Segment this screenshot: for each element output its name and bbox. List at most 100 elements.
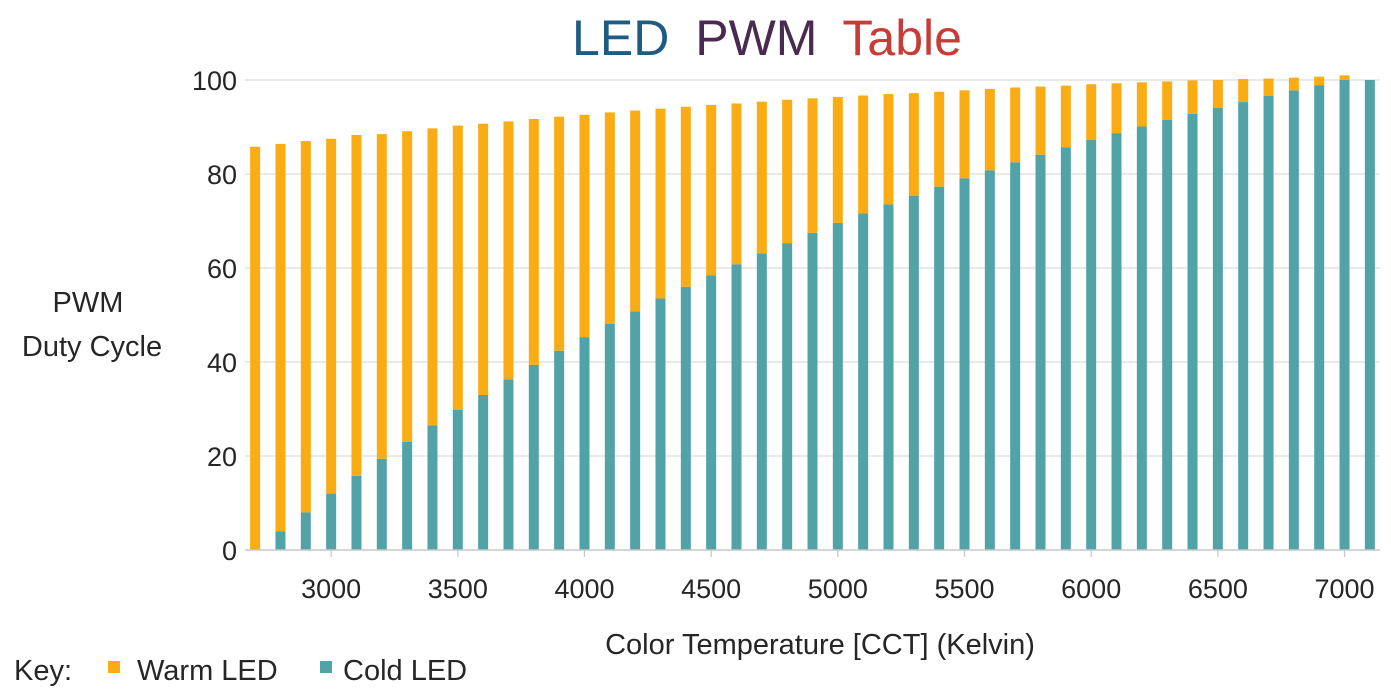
bar-cold-led <box>1060 147 1071 550</box>
bar-warm-led <box>1111 83 1122 134</box>
bar-stack <box>984 88 995 551</box>
bar-warm-led <box>300 141 311 513</box>
bar-stack <box>1288 77 1299 550</box>
bar-warm-led <box>1162 81 1173 120</box>
y-axis-label-line-1: PWM <box>53 287 124 319</box>
bar-stack <box>1238 79 1249 550</box>
bar-cold-led <box>1187 113 1198 550</box>
bar-stack <box>832 96 843 550</box>
x-tick-label: 4500 <box>681 574 741 604</box>
bar-warm-led <box>528 119 539 365</box>
bar-stack <box>858 95 869 551</box>
chart-title-part-3: Table <box>842 10 962 66</box>
bar-warm-led <box>1010 87 1021 163</box>
bar-warm-led <box>959 90 970 179</box>
bar-warm-led <box>934 91 945 187</box>
bar-cold-led <box>1238 102 1249 550</box>
bar-cold-led <box>1288 90 1299 550</box>
bar-stack <box>1314 76 1325 551</box>
bar-stack <box>326 138 337 550</box>
bar-warm-led <box>908 93 919 196</box>
bar-warm-led <box>275 143 286 532</box>
bar-stack <box>275 143 286 550</box>
bar-cold-led <box>528 364 539 550</box>
bar-cold-led <box>1263 95 1274 550</box>
bar-stack <box>427 128 438 550</box>
bar-warm-led <box>1035 86 1046 155</box>
bar-stack <box>402 131 413 550</box>
bar-cold-led <box>807 232 818 550</box>
bar-warm-led <box>1136 82 1147 127</box>
bar-stack <box>1339 75 1350 550</box>
bar-warm-led <box>427 128 438 426</box>
bar-warm-led <box>503 121 514 380</box>
y-tick-label: 100 <box>192 66 237 96</box>
bar-cold-led <box>908 195 919 550</box>
bar-cold-led <box>554 350 565 550</box>
x-tick-label: 3500 <box>428 574 488 604</box>
x-tick-label: 6000 <box>1061 574 1121 604</box>
bar-warm-led <box>402 131 413 442</box>
bar-stack <box>959 90 970 551</box>
bar-warm-led <box>706 104 717 276</box>
bar-cold-led <box>1136 126 1147 550</box>
bar-cold-led <box>376 458 387 550</box>
bar-cold-led <box>680 286 691 550</box>
bar-warm-led <box>1212 80 1223 108</box>
y-tick-labels: 0 20 40 60 80 100 <box>192 66 237 566</box>
bar-stack <box>1035 86 1046 551</box>
bar-cold-led <box>756 253 767 550</box>
bar-stack <box>1086 84 1097 550</box>
bar-cold-led <box>402 441 413 550</box>
bar-cold-led <box>579 337 590 550</box>
bar-cold-led <box>478 394 489 550</box>
bar-warm-led <box>1339 75 1350 80</box>
bar-warm-led <box>630 110 641 312</box>
bar-warm-led <box>1060 85 1071 148</box>
bar-cold-led <box>1111 133 1122 551</box>
bar-cold-led <box>452 409 463 550</box>
bar-cold-led <box>883 204 894 551</box>
bar-warm-led <box>351 134 362 476</box>
bar-warm-led <box>1238 79 1249 103</box>
y-tick-label: 40 <box>207 348 237 378</box>
bar-stack <box>1263 78 1274 550</box>
bar-cold-led <box>782 243 793 550</box>
bar-cold-led <box>1162 119 1173 550</box>
y-tick-label: 0 <box>222 536 237 566</box>
bar-stack <box>1111 83 1122 551</box>
bar-stacks <box>250 75 1375 551</box>
bar-cold-led <box>351 475 362 550</box>
bar-cold-led <box>275 531 286 550</box>
bar-warm-led <box>756 101 767 254</box>
chart-title-part-1: LED <box>572 10 669 66</box>
bar-stack <box>655 108 666 550</box>
legend-label-cold: Cold LED <box>343 655 467 687</box>
bar-warm-led <box>1086 84 1097 140</box>
bar-warm-led <box>807 98 818 233</box>
bar-stack <box>300 141 311 550</box>
bar-stack <box>478 123 489 550</box>
bar-cold-led <box>1035 154 1046 551</box>
bar-warm-led <box>1187 80 1198 114</box>
bar-cold-led <box>959 178 970 551</box>
x-tick-label: 4000 <box>554 574 614 604</box>
legend-swatch-warm <box>108 661 120 673</box>
bar-stack <box>250 146 261 551</box>
bar-cold-led <box>1314 85 1325 551</box>
y-axis-label-line-2: Duty Cycle <box>22 331 162 363</box>
x-tick-label: 5000 <box>808 574 868 604</box>
bar-warm-led <box>883 94 894 205</box>
bar-cold-led <box>858 213 869 551</box>
bar-stack <box>1010 87 1021 550</box>
bar-stack <box>554 116 565 550</box>
bar-cold-led <box>427 425 438 550</box>
bar-warm-led <box>680 106 691 287</box>
bar-cold-led <box>503 379 514 550</box>
bar-cold-led <box>1086 139 1097 550</box>
bar-cold-led <box>1010 162 1021 550</box>
bar-stack <box>1364 80 1375 550</box>
bar-cold-led <box>1339 80 1350 550</box>
bar-warm-led <box>604 112 615 324</box>
bar-cold-led <box>1364 80 1375 550</box>
